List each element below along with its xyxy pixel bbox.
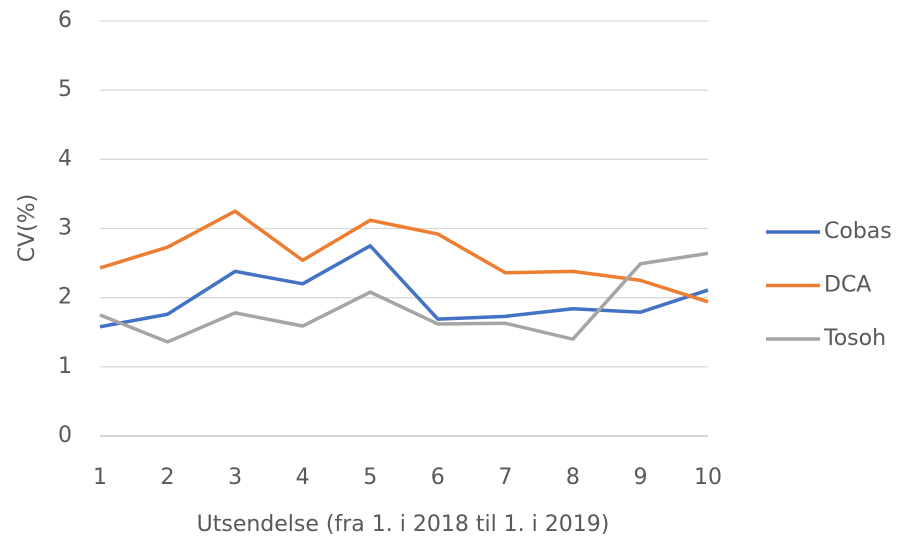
x-tick-label: 10 xyxy=(694,465,722,490)
x-tick-label: 4 xyxy=(296,465,310,490)
x-tick-label: 7 xyxy=(498,465,512,490)
x-tick-label: 8 xyxy=(566,465,580,490)
x-tick-label: 6 xyxy=(431,465,445,490)
series-line xyxy=(99,244,709,329)
x-tick-label: 2 xyxy=(161,465,175,490)
y-tick-label: 6 xyxy=(58,8,72,33)
x-tick-label: 9 xyxy=(633,465,647,490)
x-tick-label: 5 xyxy=(363,465,377,490)
y-tick-label: 2 xyxy=(58,285,72,310)
y-tick-label: 0 xyxy=(58,423,72,448)
series-line xyxy=(99,251,709,344)
x-tick-label: 1 xyxy=(93,465,107,490)
series-line xyxy=(99,209,709,304)
y-axis-title: CV(%) xyxy=(15,194,40,262)
y-tick-label: 5 xyxy=(58,77,72,102)
x-axis-title: Utsendelse (fra 1. i 2018 til 1. i 2019) xyxy=(197,512,610,537)
y-tick-label: 3 xyxy=(58,216,72,241)
legend-label: Cobas xyxy=(824,219,892,244)
legend-label: Tosoh xyxy=(823,326,886,351)
y-tick-label: 1 xyxy=(58,354,72,379)
y-tick-label: 4 xyxy=(58,146,72,171)
x-tick-label: 3 xyxy=(228,465,242,490)
legend-label: DCA xyxy=(824,273,871,298)
